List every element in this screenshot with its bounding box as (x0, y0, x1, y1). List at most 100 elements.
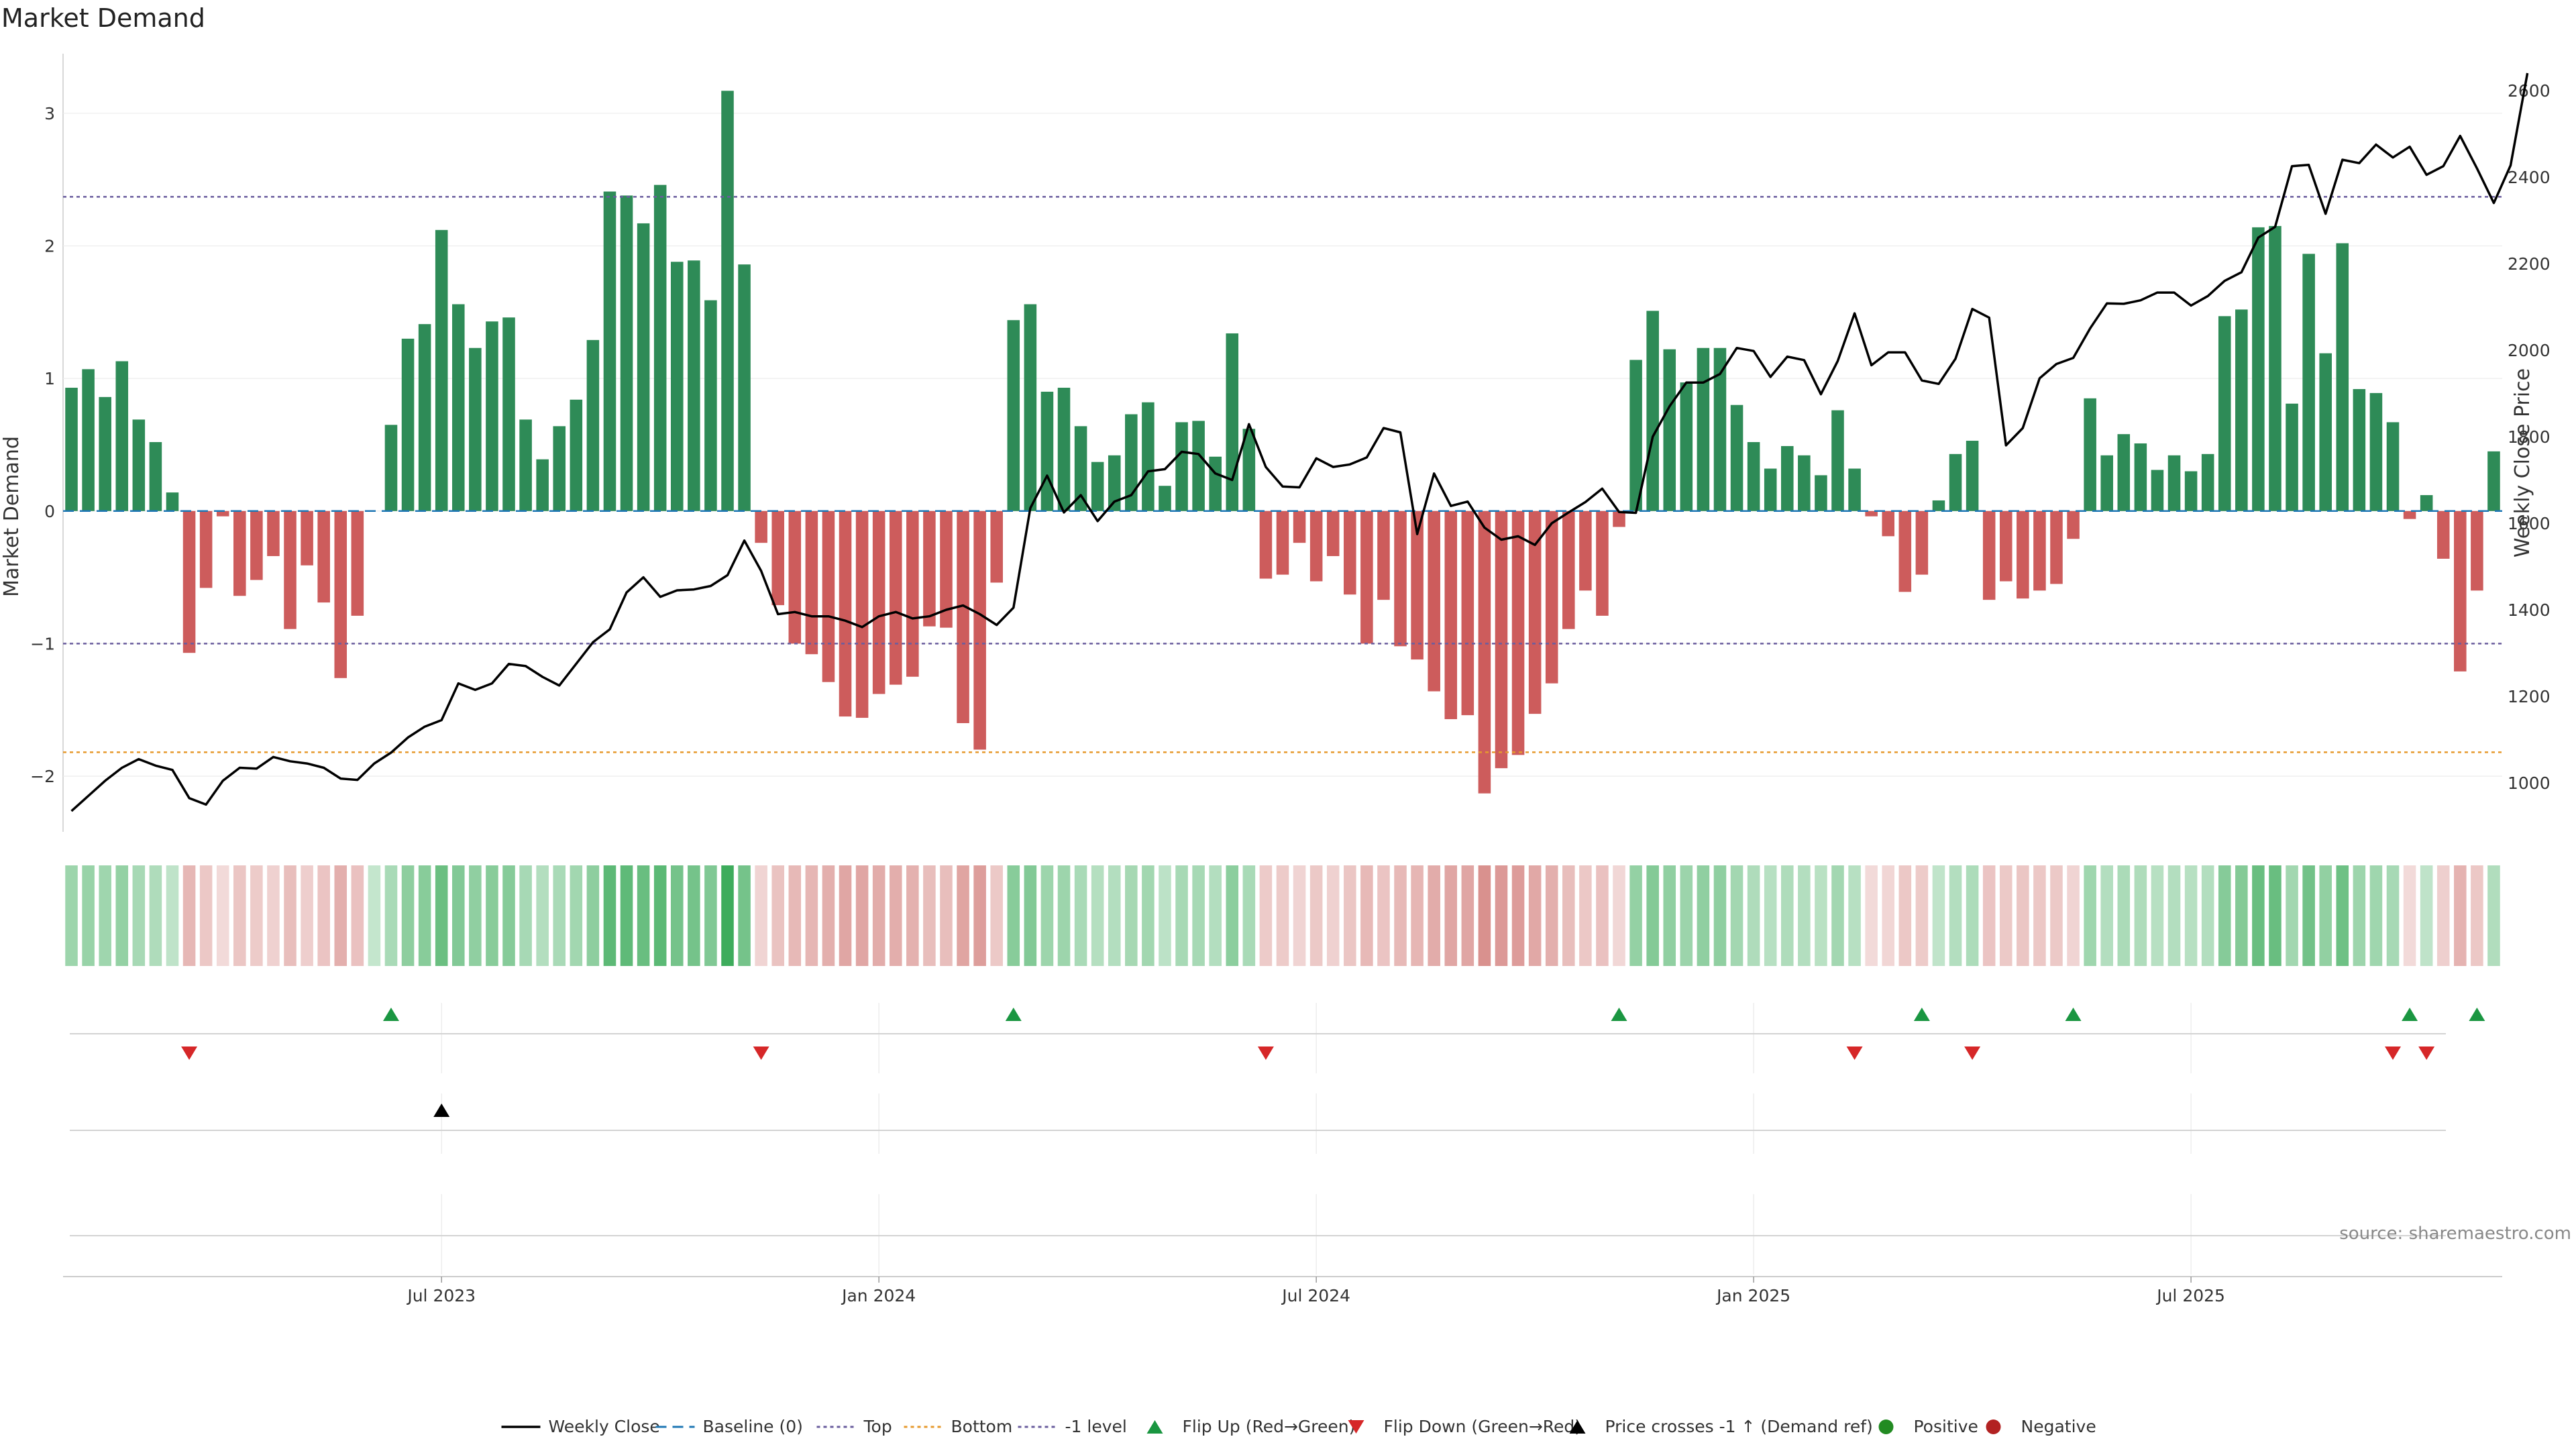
demand-bar (2436, 511, 2450, 559)
y-axis-label-left: Market Demand (0, 436, 23, 597)
heat-cell (2269, 865, 2282, 966)
price-cross-marker (433, 1104, 450, 1117)
demand-bar (620, 195, 633, 511)
heat-cell (1377, 865, 1390, 966)
heat-cell (82, 865, 95, 966)
legend-label: Baseline (0) (703, 1417, 803, 1436)
heat-cell (2218, 865, 2231, 966)
demand-bar (65, 387, 78, 511)
heat-cell (1428, 865, 1440, 966)
heat-cell (1815, 865, 1827, 966)
demand-bar (1360, 511, 1373, 644)
heat-cell (872, 865, 885, 966)
demand-bar (586, 339, 600, 511)
heat-cell (653, 865, 667, 966)
demand-bar (670, 262, 684, 511)
demand-bar (570, 399, 583, 511)
heat-cell (889, 865, 902, 966)
demand-bar (2167, 455, 2181, 511)
demand-bar (2117, 434, 2131, 511)
x-tick-label: Jul 2024 (1281, 1286, 1350, 1305)
heat-cell (1478, 865, 1491, 966)
demand-bar (2184, 471, 2198, 511)
y-tick-label-left: −1 (30, 634, 55, 653)
x-tick-label: Jan 2025 (1715, 1286, 1790, 1305)
y-tick-label-left: 0 (44, 502, 55, 521)
legend-label: Bottom (951, 1417, 1013, 1436)
demand-bar (351, 511, 364, 616)
heat-cell (1074, 865, 1087, 966)
demand-bar (990, 511, 1003, 583)
demand-bar (1932, 500, 1945, 511)
legend-label: Flip Down (Green→Red) (1384, 1417, 1582, 1436)
heat-cell (1747, 865, 1760, 966)
legend-item-minus1: -1 level (1018, 1417, 1127, 1436)
y-tick-label-left: 1 (44, 369, 55, 388)
demand-bar (1511, 511, 1525, 755)
heat-cell (1646, 865, 1659, 966)
demand-bar (2353, 388, 2366, 511)
demand-bar (435, 229, 448, 511)
heat-cell (1209, 865, 1222, 966)
heat-cell (2167, 865, 2181, 966)
heat-cell (2319, 865, 2332, 966)
demand-bar (788, 511, 802, 644)
demand-bar (2454, 511, 2467, 672)
y-axis-label-right: Weekly Close Price (2511, 368, 2534, 557)
legend-item-bottom: Bottom (904, 1417, 1013, 1436)
demand-bar (553, 426, 566, 511)
demand-bar (2084, 398, 2096, 511)
legend-label: Flip Up (Red→Green) (1183, 1417, 1356, 1436)
y-tick-label-right: 1200 (2508, 687, 2551, 706)
heat-cell (2369, 865, 2383, 966)
demand-bar (2067, 511, 2080, 539)
heat-cell (1865, 865, 1878, 966)
y-tick-label-left: −2 (30, 767, 55, 786)
demand-bar (688, 260, 700, 511)
legend-swatch (1146, 1420, 1163, 1434)
demand-bar (603, 191, 616, 511)
heat-cell (2033, 865, 2046, 966)
demand-bar (1613, 511, 1625, 527)
heat-cell (2084, 865, 2096, 966)
heat-cell (132, 865, 146, 966)
flip-up-marker (1913, 1008, 1930, 1021)
demand-bar (1428, 511, 1440, 692)
x-tick-label: Jul 2025 (2155, 1286, 2225, 1305)
heat-cell (1982, 865, 1996, 966)
heat-cell (570, 865, 583, 966)
demand-bar (957, 511, 969, 723)
demand-bar (1326, 511, 1340, 556)
demand-bar (1898, 511, 1912, 592)
heat-cell (1125, 865, 1138, 966)
heat-cell (1915, 865, 1929, 966)
demand-bar (2420, 495, 2433, 511)
demand-bar (1999, 511, 2012, 582)
demand-bar (2252, 227, 2265, 511)
demand-bar (973, 511, 986, 750)
heat-cell (1528, 865, 1542, 966)
demand-bar (906, 511, 919, 677)
demand-bar (469, 347, 482, 511)
demand-bar (704, 300, 717, 511)
legend-swatch (1878, 1419, 1894, 1434)
heat-cell (1057, 865, 1071, 966)
y-tick-label-right: 1600 (2508, 514, 2551, 533)
heat-cell (1545, 865, 1558, 966)
heat-cell (1259, 865, 1273, 966)
heat-cell (1882, 865, 1895, 966)
demand-bar (872, 511, 885, 694)
demand-bar (1680, 382, 1693, 511)
heat-cell (166, 865, 179, 966)
heat-cell (1798, 865, 1811, 966)
heat-cell (822, 865, 835, 966)
demand-bar (1344, 511, 1356, 595)
legend-item-cross: Price crosses -1 ↑ (Demand ref) (1569, 1417, 1873, 1436)
flip-up-marker (2402, 1008, 2418, 1021)
heat-cell (688, 865, 700, 966)
heat-cell (704, 865, 717, 966)
heat-cell (317, 865, 330, 966)
heat-cell (384, 865, 398, 966)
legend-label: Price crosses -1 ↑ (Demand ref) (1605, 1417, 1873, 1436)
heat-cell (1831, 865, 1844, 966)
